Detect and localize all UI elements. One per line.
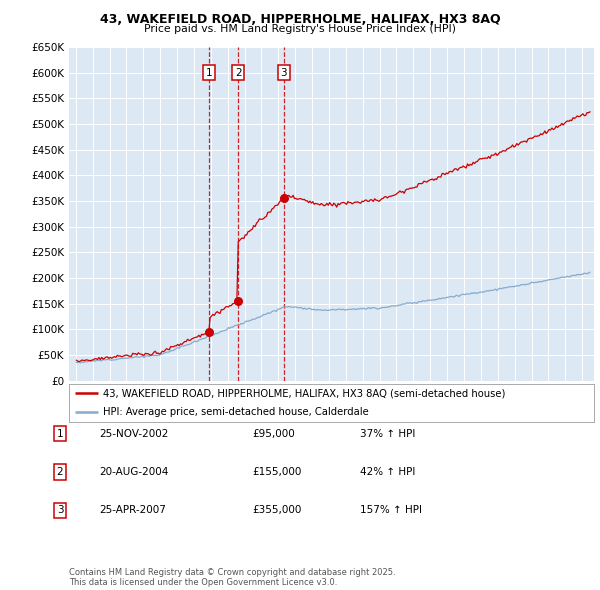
Text: HPI: Average price, semi-detached house, Calderdale: HPI: Average price, semi-detached house,… <box>103 407 369 417</box>
Text: £155,000: £155,000 <box>252 467 301 477</box>
Text: 2: 2 <box>235 68 242 78</box>
Text: 2: 2 <box>56 467 64 477</box>
Text: 43, WAKEFIELD ROAD, HIPPERHOLME, HALIFAX, HX3 8AQ (semi-detached house): 43, WAKEFIELD ROAD, HIPPERHOLME, HALIFAX… <box>103 388 505 398</box>
Text: 157% ↑ HPI: 157% ↑ HPI <box>360 506 422 515</box>
Text: 1: 1 <box>206 68 212 78</box>
Text: Price paid vs. HM Land Registry's House Price Index (HPI): Price paid vs. HM Land Registry's House … <box>144 24 456 34</box>
Text: £95,000: £95,000 <box>252 429 295 438</box>
Text: 3: 3 <box>56 506 64 515</box>
Text: 20-AUG-2004: 20-AUG-2004 <box>99 467 169 477</box>
Text: 42% ↑ HPI: 42% ↑ HPI <box>360 467 415 477</box>
Text: 43, WAKEFIELD ROAD, HIPPERHOLME, HALIFAX, HX3 8AQ: 43, WAKEFIELD ROAD, HIPPERHOLME, HALIFAX… <box>100 13 500 26</box>
Text: £355,000: £355,000 <box>252 506 301 515</box>
Text: 1: 1 <box>56 429 64 438</box>
Text: 3: 3 <box>280 68 287 78</box>
Text: 25-NOV-2002: 25-NOV-2002 <box>99 429 169 438</box>
Text: 25-APR-2007: 25-APR-2007 <box>99 506 166 515</box>
Text: 37% ↑ HPI: 37% ↑ HPI <box>360 429 415 438</box>
Text: Contains HM Land Registry data © Crown copyright and database right 2025.
This d: Contains HM Land Registry data © Crown c… <box>69 568 395 587</box>
